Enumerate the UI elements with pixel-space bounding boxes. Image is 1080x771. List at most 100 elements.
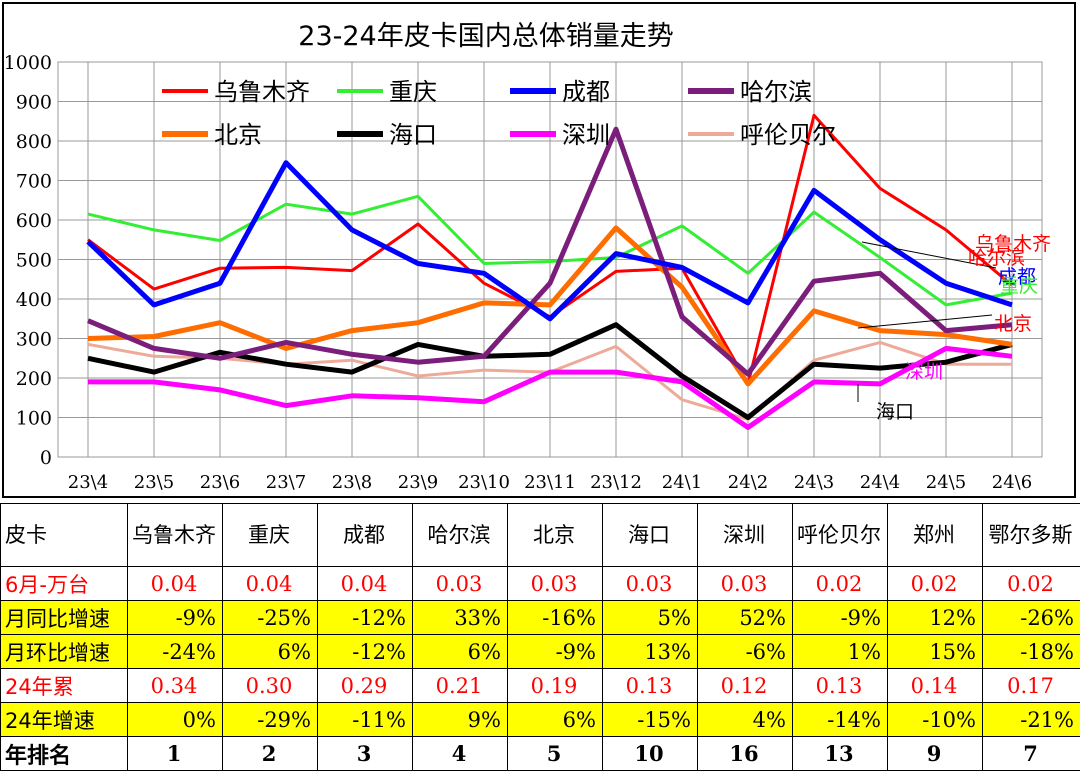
table-cell: -11% [318, 703, 413, 737]
y-tick-label: 0 [40, 447, 52, 469]
x-tick-label: 23\6 [200, 472, 240, 493]
row-label: 6月-万台 [1, 567, 128, 601]
table-header-row: 皮卡乌鲁木齐重庆成都哈尔滨北京海口深圳呼伦贝尔郑州鄂尔多斯 [1, 504, 1080, 567]
table-cell: 33% [413, 601, 508, 635]
table-cell: 6% [508, 703, 603, 737]
table-cell: 0.34 [128, 669, 223, 703]
table-cell: 9% [413, 703, 508, 737]
y-tick-label: 200 [16, 368, 52, 390]
table-cell: 0.04 [128, 567, 223, 601]
table-cell: 0.02 [793, 567, 888, 601]
y-tick-label: 100 [16, 408, 52, 430]
table-cell: -12% [318, 601, 413, 635]
x-tick-label: 23\7 [266, 472, 306, 493]
x-tick-label: 23\8 [332, 472, 372, 493]
x-tick-label: 23\12 [590, 472, 642, 493]
end-label: 北京 [994, 313, 1032, 335]
table-cell: 0.13 [603, 669, 698, 703]
city-header: 哈尔滨 [413, 504, 508, 567]
legend-label: 深圳 [562, 121, 610, 149]
y-tick-label: 500 [16, 250, 52, 272]
end-label: 重庆 [1000, 275, 1038, 297]
table-corner-label: 皮卡 [1, 504, 128, 567]
legend-label: 成都 [562, 78, 610, 106]
table-cell: -6% [698, 635, 793, 669]
x-tick-label: 23\4 [68, 472, 108, 493]
table-cell: 0.12 [698, 669, 793, 703]
y-tick-label: 600 [16, 210, 52, 232]
legend-label: 哈尔滨 [740, 78, 812, 106]
table-cell: 4 [413, 737, 508, 771]
table-cell: 13% [603, 635, 698, 669]
table-cell: 52% [698, 601, 793, 635]
city-header: 鄂尔多斯 [983, 504, 1080, 567]
table-cell: 10 [603, 737, 698, 771]
table-cell: -26% [983, 601, 1080, 635]
table-cell: 1 [128, 737, 223, 771]
table-cell: 13 [793, 737, 888, 771]
city-header: 乌鲁木齐 [128, 504, 223, 567]
city-header: 郑州 [888, 504, 983, 567]
table-cell: 0.14 [888, 669, 983, 703]
city-header: 海口 [603, 504, 698, 567]
table-row: 月同比增速-9%-25%-12%33%-16%5%52%-9%12%-26% [1, 601, 1080, 635]
chart-frame [3, 3, 1075, 497]
row-label: 24年增速 [1, 703, 128, 737]
table-cell: 3 [318, 737, 413, 771]
table-cell: 0.02 [888, 567, 983, 601]
table-cell: -29% [223, 703, 318, 737]
x-tick-label: 24\2 [728, 472, 768, 493]
table-cell: -21% [983, 703, 1080, 737]
y-tick-label: 400 [16, 289, 52, 311]
row-label: 年排名 [1, 737, 128, 771]
x-tick-label: 24\1 [662, 472, 702, 493]
table-cell: 0.17 [983, 669, 1080, 703]
x-tick-label: 23\10 [458, 472, 510, 493]
table-cell: -10% [888, 703, 983, 737]
end-label: 深圳 [905, 361, 943, 383]
y-tick-label: 900 [16, 92, 52, 114]
table-cell: 12% [888, 601, 983, 635]
legend-label: 海口 [389, 121, 437, 149]
table-cell: 4% [698, 703, 793, 737]
row-label: 月环比增速 [1, 635, 128, 669]
table-cell: 1% [793, 635, 888, 669]
table-cell: 0.19 [508, 669, 603, 703]
x-tick-label: 24\4 [860, 472, 900, 493]
city-header: 北京 [508, 504, 603, 567]
table-cell: -15% [603, 703, 698, 737]
table-cell: -16% [508, 601, 603, 635]
table-cell: 9 [888, 737, 983, 771]
x-tick-label: 23\11 [524, 472, 576, 493]
x-tick-label: 24\5 [926, 472, 966, 493]
table-cell: 0% [128, 703, 223, 737]
table-cell: -9% [793, 601, 888, 635]
table-cell: 0.04 [318, 567, 413, 601]
table-cell: 5 [508, 737, 603, 771]
end-label: 海口 [876, 401, 914, 423]
x-tick-label: 24\3 [794, 472, 834, 493]
row-label: 月同比增速 [1, 601, 128, 635]
table-cell: 0.03 [603, 567, 698, 601]
table-cell: 16 [698, 737, 793, 771]
table-cell: 0.02 [983, 567, 1080, 601]
x-tick-label: 23\5 [134, 472, 174, 493]
city-header: 呼伦贝尔 [793, 504, 888, 567]
legend-label: 呼伦贝尔 [740, 121, 836, 149]
table-cell: -12% [318, 635, 413, 669]
table-row: 月环比增速-24%6%-12%6%-9%13%-6%1%15%-18% [1, 635, 1080, 669]
table-cell: 6% [413, 635, 508, 669]
table-cell: -24% [128, 635, 223, 669]
y-tick-label: 300 [16, 329, 52, 351]
table-cell: -18% [983, 635, 1080, 669]
table-cell: 0.21 [413, 669, 508, 703]
table-cell: -9% [508, 635, 603, 669]
table-cell: 0.13 [793, 669, 888, 703]
